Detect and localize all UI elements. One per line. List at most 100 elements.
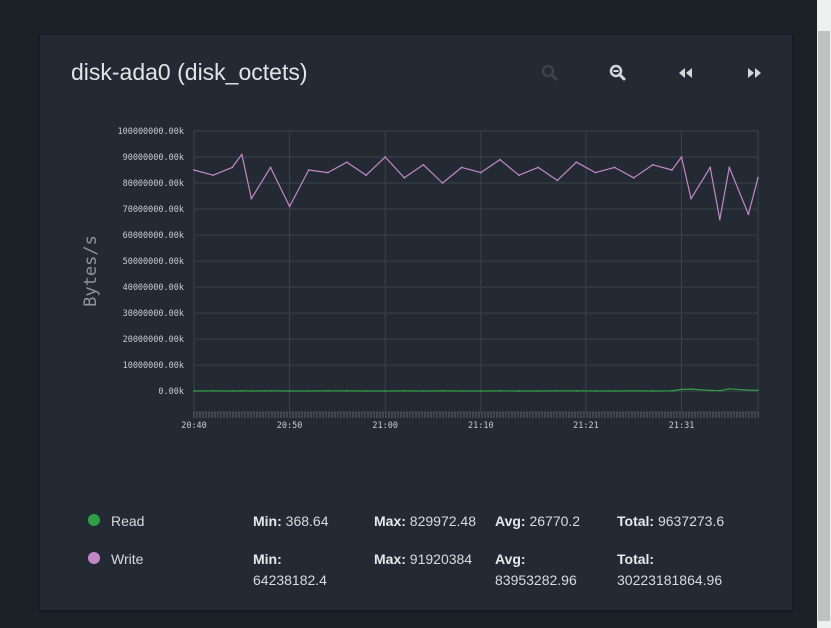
data-point-read bbox=[441, 390, 444, 392]
data-point-write bbox=[250, 197, 253, 200]
data-point-write bbox=[718, 218, 721, 221]
data-point-write bbox=[307, 169, 310, 171]
chart-series bbox=[193, 153, 759, 392]
plot-frame bbox=[193, 130, 759, 413]
data-point-read bbox=[250, 390, 253, 392]
data-point-read bbox=[671, 390, 673, 392]
line-chart[interactable]: 0.00k 10000000.00k 20000000.00k 30000000.00… bbox=[40, 35, 792, 475]
read-total: Total: 9637273.6 bbox=[617, 511, 724, 532]
data-point-write bbox=[269, 166, 272, 169]
data-point-read bbox=[651, 390, 654, 392]
write-max-value: 91920384 bbox=[409, 551, 473, 567]
data-point-write bbox=[240, 153, 243, 156]
data-point-read bbox=[288, 390, 291, 392]
data-point-read bbox=[709, 389, 712, 392]
read-max-value: 829972.48 bbox=[409, 513, 476, 529]
y-tick-label: 10000000.00k bbox=[123, 361, 184, 371]
data-point-write bbox=[212, 174, 215, 177]
x-tick-label: 20:40 bbox=[181, 421, 207, 431]
data-point-write bbox=[193, 169, 195, 171]
data-point-read bbox=[269, 390, 272, 392]
write-total-label: Total: bbox=[617, 551, 655, 567]
data-point-read bbox=[537, 390, 540, 392]
data-point-write bbox=[671, 169, 673, 171]
data-point-write bbox=[632, 176, 635, 179]
read-max: Max: 829972.48 bbox=[374, 511, 476, 532]
data-point-write bbox=[403, 176, 406, 179]
data-point-write bbox=[594, 171, 597, 174]
read-min-label: Min: bbox=[253, 513, 282, 529]
data-point-write bbox=[728, 166, 731, 169]
read-avg-value: 26770.2 bbox=[529, 513, 581, 529]
data-point-read bbox=[365, 390, 367, 392]
read-avg: Avg: 26770.2 bbox=[495, 511, 580, 532]
data-point-read bbox=[403, 390, 406, 392]
data-point-read bbox=[613, 390, 616, 392]
data-point-read bbox=[193, 390, 195, 392]
series-line-read bbox=[193, 388, 759, 392]
data-point-read bbox=[240, 390, 243, 392]
x-tick-label: 21:21 bbox=[573, 421, 599, 431]
data-point-read bbox=[690, 388, 692, 391]
data-point-read bbox=[479, 390, 482, 392]
write-min-label: Min: bbox=[253, 551, 282, 567]
data-point-write bbox=[680, 156, 683, 158]
data-point-write bbox=[690, 197, 692, 200]
zoom-out-button[interactable] bbox=[608, 63, 632, 83]
back-button[interactable] bbox=[676, 63, 700, 83]
forward-button[interactable] bbox=[744, 63, 768, 83]
data-point-read bbox=[307, 390, 310, 392]
write-legend-dot[interactable] bbox=[88, 552, 100, 564]
data-point-write bbox=[537, 166, 540, 169]
data-point-write bbox=[479, 171, 482, 174]
write-avg: Avg: 83953282.96 bbox=[495, 549, 595, 591]
x-tick-label: 21:31 bbox=[669, 421, 695, 431]
data-point-write bbox=[384, 156, 387, 158]
legend-row-read: Read Min: 368.64 Max: 829972.48 Avg: 267… bbox=[40, 507, 792, 547]
data-point-read bbox=[518, 390, 520, 392]
rewind-icon bbox=[679, 68, 692, 78]
write-avg-value: 83953282.96 bbox=[495, 572, 577, 588]
data-point-write bbox=[613, 166, 616, 169]
data-point-read bbox=[556, 390, 559, 392]
data-point-write bbox=[231, 166, 234, 169]
x-tick-label: 21:00 bbox=[372, 421, 398, 431]
y-tick-label: 100000000.00k bbox=[117, 127, 184, 137]
y-tick-label: 50000000.00k bbox=[123, 257, 184, 267]
read-total-value: 9637273.6 bbox=[657, 513, 725, 529]
zoom-in-icon bbox=[541, 64, 558, 81]
write-legend-label: Write bbox=[111, 551, 144, 567]
y-tick-label: 60000000.00k bbox=[123, 231, 184, 241]
fast-forward-icon bbox=[748, 68, 761, 78]
write-avg-label: Avg: bbox=[495, 551, 526, 567]
write-min-value: 64238182.4 bbox=[253, 572, 327, 588]
data-point-write bbox=[365, 174, 367, 177]
data-point-read bbox=[212, 390, 215, 392]
read-min: Min: 368.64 bbox=[253, 511, 328, 532]
data-point-write bbox=[346, 161, 348, 164]
data-point-read bbox=[346, 390, 348, 392]
chart-grid bbox=[193, 130, 759, 418]
data-point-read bbox=[728, 387, 731, 390]
data-point-write bbox=[422, 163, 425, 166]
data-point-write bbox=[326, 171, 329, 174]
x-tick-label: 20:50 bbox=[277, 421, 303, 431]
series-line-write bbox=[193, 153, 759, 221]
read-total-label: Total: bbox=[617, 513, 655, 529]
data-point-read bbox=[594, 390, 597, 392]
zoom-out-icon bbox=[609, 64, 626, 81]
read-legend-dot[interactable] bbox=[88, 514, 100, 526]
chart-panel: disk-ada0 (disk_octets) 0.00k 10000000.00… bbox=[40, 35, 792, 610]
data-point-write bbox=[757, 176, 759, 179]
zoom-in-button[interactable] bbox=[540, 63, 564, 83]
y-tick-label: 20000000.00k bbox=[123, 335, 184, 345]
y-tick-label: 80000000.00k bbox=[123, 179, 184, 189]
data-point-write bbox=[709, 166, 712, 169]
scrollbar-thumb[interactable] bbox=[818, 31, 830, 621]
read-min-value: 368.64 bbox=[285, 513, 329, 529]
write-total: Total: 30223181864.96 bbox=[617, 549, 757, 591]
data-point-read bbox=[498, 390, 501, 392]
data-point-read bbox=[757, 389, 759, 392]
x-tick-label: 21:10 bbox=[468, 421, 494, 431]
data-point-read bbox=[718, 389, 721, 392]
